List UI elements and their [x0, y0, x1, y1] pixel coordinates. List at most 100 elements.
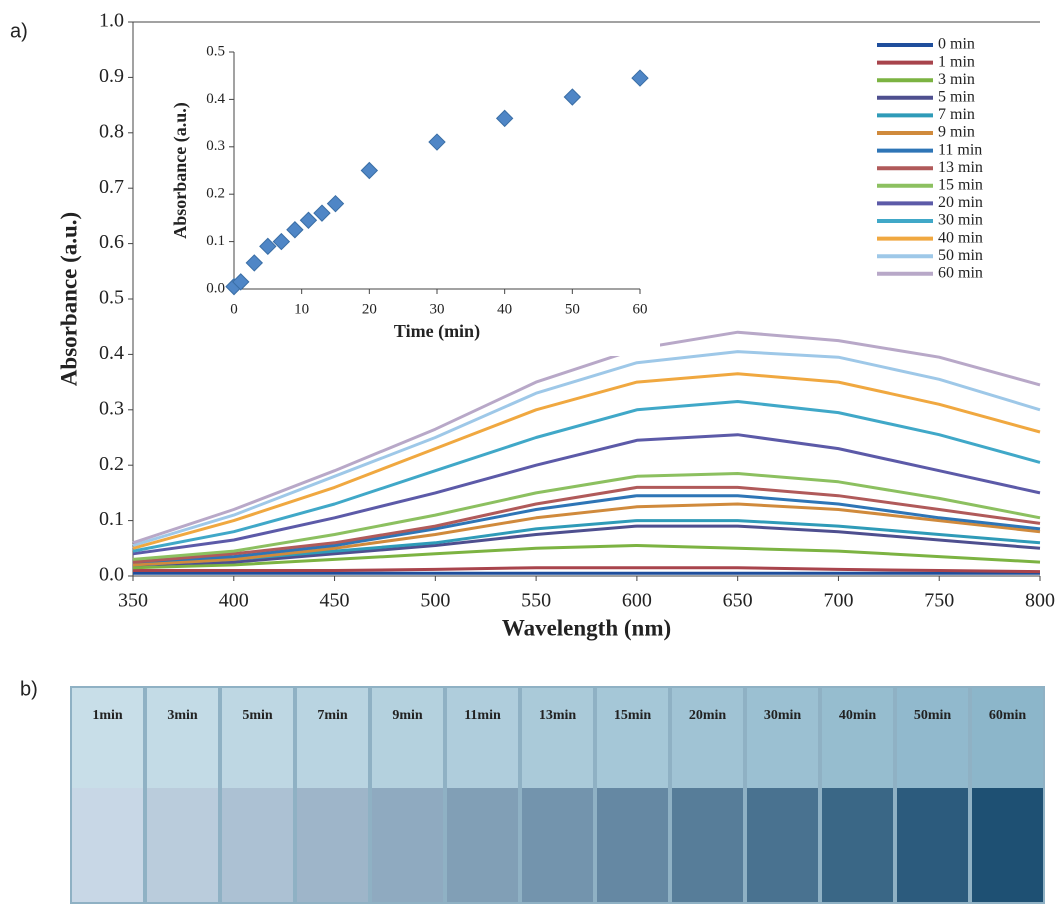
vial-label: 20min — [689, 708, 727, 723]
data-point — [299, 211, 318, 229]
x-tick-label: 40 — [497, 301, 512, 317]
legend-label: 1 min — [938, 53, 975, 70]
vial-top — [147, 688, 218, 788]
vial-top — [597, 688, 668, 788]
data-point — [563, 88, 582, 106]
legend-label: 50 min — [938, 247, 983, 264]
x-tick-label: 550 — [521, 590, 551, 612]
vial-solution — [897, 788, 968, 902]
vial-top — [897, 688, 968, 788]
vial-solution — [672, 788, 743, 902]
vial-top — [72, 688, 143, 788]
vial-top — [822, 688, 893, 788]
y-tick-label: 0.3 — [206, 138, 225, 154]
spectrum-line — [132, 502, 1041, 567]
spectrum-line — [132, 372, 1041, 550]
vial-label: 50min — [914, 708, 952, 723]
y-tick-label: 0.9 — [99, 65, 124, 87]
spectrum-line — [133, 566, 1041, 574]
x-tick-label: 600 — [622, 590, 652, 612]
x-tick-label: 800 — [1025, 590, 1055, 612]
data-point — [631, 69, 649, 87]
y-tick-label: 0.2 — [99, 453, 124, 475]
vial-top — [372, 688, 443, 788]
data-point — [259, 237, 277, 256]
data-point — [360, 161, 379, 180]
vial-solution — [822, 788, 893, 902]
spectrum-line — [132, 400, 1041, 553]
vial-solution — [522, 788, 593, 902]
legend-label: 40 min — [938, 229, 983, 246]
y-tick-label: 0.6 — [99, 231, 124, 253]
data-point — [245, 254, 264, 272]
y-tick-label: 0.5 — [206, 43, 225, 59]
vial-solution — [747, 788, 818, 902]
vial-top — [522, 688, 593, 788]
x-axis-label: Time (min) — [394, 321, 480, 342]
data-point — [286, 221, 304, 239]
x-tick-label: 500 — [420, 590, 450, 612]
legend-label: 13 min — [938, 159, 983, 176]
data-point — [495, 109, 514, 128]
legend-label: 5 min — [938, 88, 975, 105]
vial-solution — [447, 788, 518, 902]
spectrum-line — [132, 485, 1041, 564]
vial-top — [447, 688, 518, 788]
x-tick-label: 700 — [823, 590, 853, 612]
vial-top — [222, 688, 293, 788]
vial-label: 3min — [167, 708, 198, 723]
vial-label: 11min — [464, 708, 501, 723]
spectrum-line — [132, 472, 1041, 561]
x-tick-label: 50 — [565, 301, 580, 317]
panel-label: b) — [20, 678, 38, 700]
vial-label: 1min — [92, 708, 123, 723]
vial-label: 5min — [242, 708, 273, 723]
vial-solution — [147, 788, 218, 902]
vial-solution — [372, 788, 443, 902]
y-axis-label: Absorbance (a.u.) — [170, 102, 191, 239]
spectrum-line — [132, 350, 1041, 547]
vial-solution — [597, 788, 668, 902]
x-axis-label: Wavelength (nm) — [502, 615, 671, 640]
x-tick-label: 450 — [320, 590, 350, 612]
spectrum-line — [132, 494, 1041, 564]
data-point — [428, 133, 446, 151]
photo: 1min 3min 5min 7min 9min 11min 13min 15min 20min… — [72, 688, 1043, 902]
legend-label: 3 min — [938, 71, 975, 88]
vial-top — [747, 688, 818, 788]
spectrum-line — [132, 330, 1041, 545]
data-point — [313, 204, 331, 222]
data-point — [232, 273, 250, 291]
y-tick-label: 0.1 — [206, 233, 225, 249]
legend-label: 11 min — [938, 141, 982, 158]
vial-solution — [72, 788, 143, 902]
legend-label: 9 min — [938, 124, 975, 141]
spectrum-line — [132, 524, 1041, 567]
legend-label: 20 min — [938, 194, 983, 211]
data-point — [272, 232, 291, 251]
vial-top — [672, 688, 743, 788]
vial-solution — [222, 788, 293, 902]
y-tick-label: 0.4 — [206, 91, 225, 107]
y-tick-label: 0.0 — [99, 564, 124, 586]
panel-label: a) — [10, 20, 28, 42]
x-tick-label: 60 — [633, 301, 648, 317]
x-tick-label: 0 — [230, 301, 238, 317]
vial-label: 13min — [539, 708, 577, 723]
legend-label: 0 min — [938, 36, 975, 53]
spectrum-line — [132, 433, 1041, 556]
x-tick-label: 10 — [294, 301, 309, 317]
vial-label: 9min — [392, 708, 423, 723]
x-tick-label: 20 — [362, 301, 377, 317]
vial-label: 7min — [317, 708, 348, 723]
legend-label: 15 min — [938, 176, 983, 193]
vial-top — [297, 688, 368, 788]
vial-label: 15min — [614, 708, 652, 723]
y-tick-label: 1.0 — [99, 10, 124, 32]
vial-solution — [972, 788, 1043, 902]
x-tick-label: 750 — [924, 590, 954, 612]
vial-top — [972, 688, 1043, 788]
x-tick-label: 350 — [118, 590, 148, 612]
